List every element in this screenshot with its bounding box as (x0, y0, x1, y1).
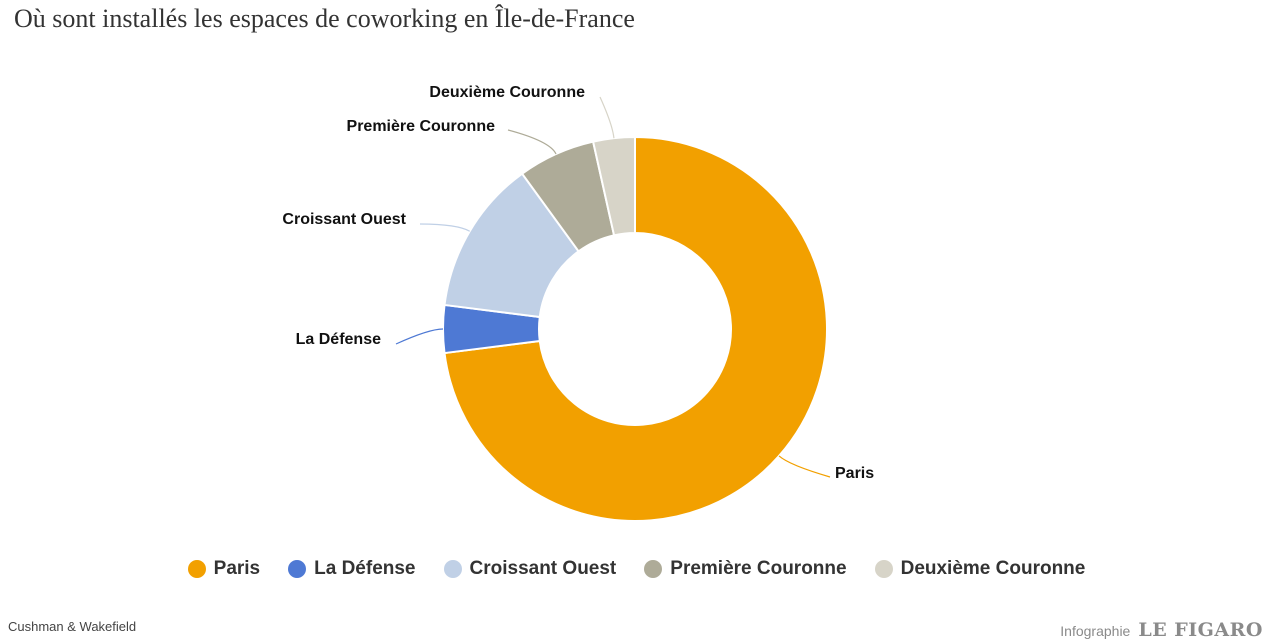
slice-label: Paris (835, 465, 874, 482)
leader-line (395, 328, 444, 345)
chart-title: Où sont installés les espaces de coworki… (14, 4, 635, 33)
leader-line (778, 455, 831, 478)
legend-label: Croissant Ouest (469, 558, 617, 579)
legend-label: La Défense (314, 558, 416, 579)
leader-line (419, 223, 471, 232)
legend-swatch (644, 560, 663, 578)
legend-swatch (187, 560, 206, 578)
legend-swatch (874, 560, 893, 578)
source-note: Cushman & Wakefield (8, 619, 137, 634)
legend-item[interactable]: Première Couronne (644, 558, 847, 580)
donut-slices (442, 135, 828, 522)
legend-item[interactable]: La Défense (288, 558, 416, 580)
slice-label: Croissant Ouest (282, 211, 406, 228)
slice-label: La Défense (296, 331, 381, 348)
leader-lines (395, 96, 831, 478)
legend-item[interactable]: Deuxième Couronne (874, 558, 1086, 580)
credit: Infographie LE FIGARO (1060, 619, 1263, 641)
leader-line (599, 96, 615, 139)
legend: Paris La Défense Croissant Ouest Première C… (0, 558, 1273, 580)
donut-slice[interactable] (591, 135, 636, 237)
slice-label: Première Couronne (347, 118, 496, 135)
legend-item[interactable]: Paris (187, 558, 261, 580)
leader-line (507, 129, 557, 155)
slice-labels: Paris La Défense Croissant Ouest Première C… (282, 84, 874, 482)
legend-item[interactable]: Croissant Ouest (443, 558, 617, 580)
legend-label: Première Couronne (670, 558, 847, 579)
credit-label: Infographie (1060, 623, 1131, 639)
legend-label: Paris (213, 558, 261, 579)
le-figaro-logo: LE FIGARO (1138, 619, 1263, 641)
donut-slice[interactable] (443, 135, 828, 522)
legend-swatch (443, 560, 462, 578)
slice-label: Deuxième Couronne (429, 84, 585, 101)
legend-label: Deuxième Couronne (900, 558, 1086, 579)
legend-swatch (288, 560, 307, 578)
